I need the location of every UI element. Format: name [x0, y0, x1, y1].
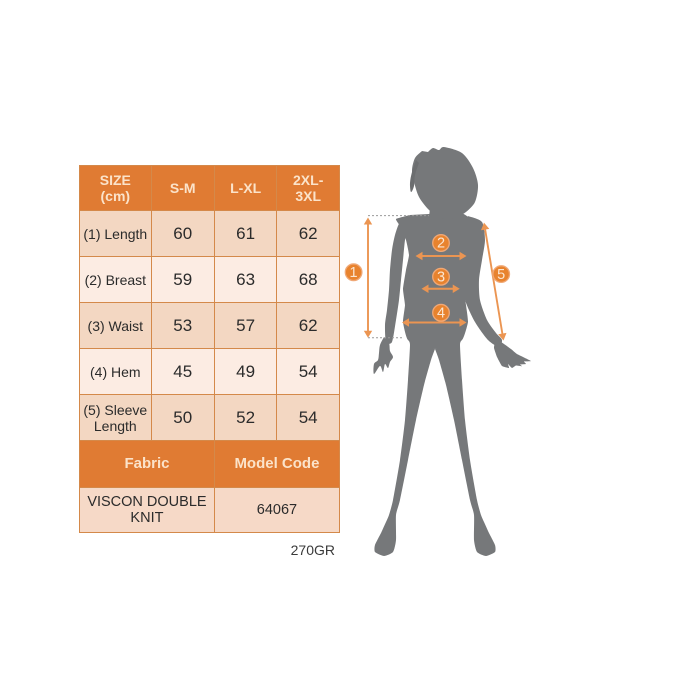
svg-text:5: 5	[497, 267, 505, 283]
svg-text:2: 2	[437, 236, 445, 252]
svg-text:4: 4	[437, 305, 445, 321]
svg-text:1: 1	[350, 265, 358, 281]
svg-text:3: 3	[437, 269, 445, 285]
